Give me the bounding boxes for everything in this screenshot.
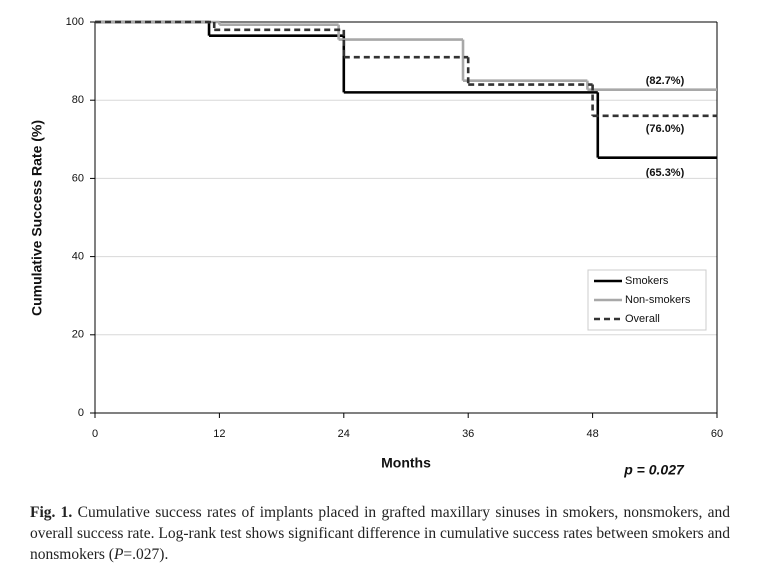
y-tick-label: 0 [78,407,84,419]
p-value: p = 0.027 [623,462,685,478]
y-tick-label: 100 [66,16,84,28]
y-tick-label: 60 [72,172,84,184]
legend-label: Smokers [625,275,669,287]
y-axis-label: Cumulative Success Rate (%) [29,120,45,316]
caption-label: Fig. 1. [30,504,73,521]
x-tick-label: 48 [586,428,598,440]
x-tick-label: 12 [213,428,225,440]
y-tick-label: 40 [72,251,84,263]
x-tick-label: 24 [338,428,350,440]
caption-italic: P [113,546,124,563]
y-tick-label: 80 [72,94,84,106]
legend-label: Overall [625,313,660,325]
legend-label: Non-smokers [625,294,691,306]
x-axis-label: Months [381,455,431,471]
annotation: (65.3%) [646,167,685,179]
annotation: (82.7%) [646,75,685,87]
x-tick-label: 36 [462,428,474,440]
caption: Fig. 1. Cumulative success rates of impl… [30,502,730,565]
y-tick-label: 20 [72,329,84,341]
x-tick-label: 0 [92,428,98,440]
caption-text: Cumulative success rates of implants pla… [30,504,731,563]
annotation: (76.0%) [646,123,685,135]
x-tick-label: 60 [711,428,723,440]
caption-end: =.027). [123,546,169,563]
chart: Cumulative Success Rate (%) Months (82.7… [29,16,723,478]
